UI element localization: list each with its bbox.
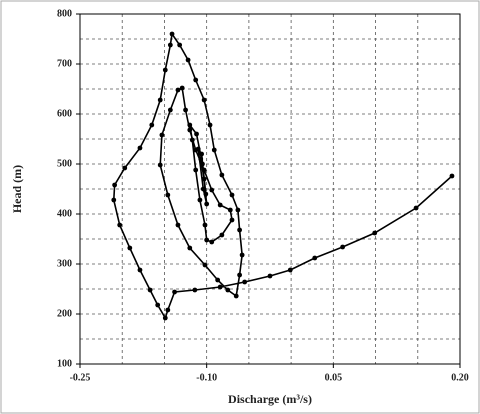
data-point — [117, 222, 123, 228]
data-point — [242, 279, 248, 285]
data-point — [192, 287, 198, 293]
x-tick-label: 0.20 — [451, 372, 469, 383]
data-point — [202, 262, 208, 268]
data-point — [187, 245, 193, 251]
data-point — [219, 232, 225, 238]
data-point — [340, 244, 346, 250]
data-point — [225, 287, 231, 293]
data-point — [183, 107, 188, 113]
data-point — [235, 207, 241, 213]
data-point — [167, 42, 173, 48]
y-tick-label: 100 — [57, 358, 72, 369]
data-point — [413, 205, 419, 211]
data-point — [200, 186, 206, 192]
y-tick-label: 200 — [57, 308, 72, 319]
data-point — [229, 217, 235, 223]
y-tick-label: 500 — [57, 158, 72, 169]
data-point — [227, 207, 233, 213]
data-point — [237, 227, 243, 233]
data-point — [169, 31, 175, 37]
data-point — [267, 273, 273, 279]
data-point — [239, 252, 245, 258]
data-point — [185, 57, 191, 63]
series-line — [112, 31, 453, 320]
y-tick-label: 400 — [57, 208, 72, 219]
y-tick-label: 600 — [57, 108, 72, 119]
data-point — [179, 85, 185, 91]
x-tick-label: -0.10 — [196, 372, 217, 383]
data-point — [229, 192, 235, 198]
data-point — [209, 239, 215, 245]
data-point — [200, 161, 205, 167]
data-point — [219, 172, 225, 178]
data-point — [199, 151, 205, 157]
data-point — [187, 122, 193, 128]
data-point — [112, 182, 118, 188]
data-point — [201, 167, 207, 173]
data-point — [189, 137, 195, 143]
data-point — [165, 192, 171, 198]
data-point — [149, 122, 155, 128]
data-point — [237, 272, 243, 278]
data-point — [137, 267, 143, 273]
data-point — [217, 202, 223, 208]
data-point — [175, 87, 181, 93]
data-point — [201, 176, 207, 182]
data-point — [159, 132, 165, 138]
data-point — [217, 284, 223, 290]
data-point — [137, 145, 143, 151]
data-point — [372, 230, 378, 236]
data-point — [122, 165, 128, 171]
data-point — [165, 307, 171, 313]
data-point — [172, 289, 177, 295]
data-point — [215, 277, 221, 283]
data-point — [209, 187, 215, 193]
data-point — [204, 201, 210, 207]
data-point — [162, 67, 168, 73]
x-axis-label: Discharge (m³/s) — [228, 392, 312, 406]
y-tick-label: 700 — [57, 58, 72, 69]
data-point — [197, 197, 203, 203]
data-point — [202, 222, 208, 228]
data-point — [167, 107, 173, 113]
data-point — [449, 173, 455, 179]
y-tick-label: 300 — [57, 258, 72, 269]
y-axis-label: Head (m) — [10, 165, 24, 213]
data-point — [162, 315, 168, 321]
data-point — [155, 302, 161, 308]
data-point — [312, 255, 318, 261]
data-point — [187, 127, 193, 133]
data-point — [204, 237, 210, 243]
data-point — [147, 287, 153, 293]
y-tick-label: 800 — [57, 8, 72, 19]
data-point — [157, 162, 163, 168]
plot-border — [79, 13, 461, 365]
plot-area — [79, 13, 461, 365]
data-point — [201, 97, 207, 103]
data-point — [207, 122, 213, 128]
x-tick-label: 0.05 — [325, 372, 343, 383]
data-point — [127, 245, 133, 251]
data-point — [193, 77, 199, 83]
data-point — [177, 42, 183, 48]
data-point — [287, 267, 293, 273]
data-point — [233, 293, 239, 299]
data-point — [195, 146, 201, 152]
data-point — [111, 197, 117, 203]
data-point — [193, 167, 199, 173]
data-point — [194, 131, 199, 137]
data-point — [203, 191, 209, 197]
data-point — [157, 97, 163, 103]
data-point — [211, 147, 217, 153]
x-tick-label: -0.25 — [70, 372, 91, 383]
data-point — [175, 222, 181, 228]
data-point — [198, 156, 204, 162]
